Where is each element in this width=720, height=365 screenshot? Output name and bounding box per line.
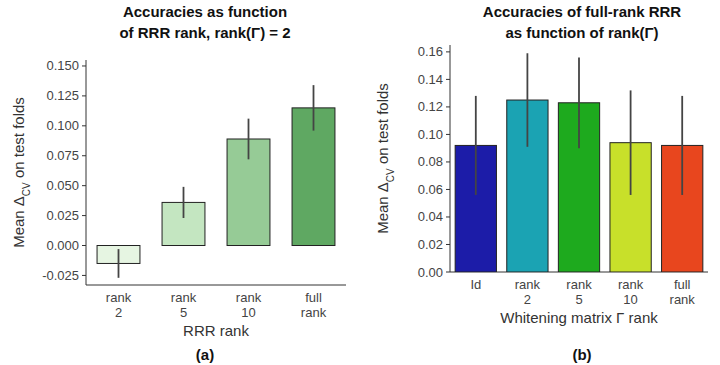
x-tick-label-line: Id [470,277,481,292]
x-tick-label: rank10 [618,277,644,307]
x-tick-label: rank2 [106,290,132,320]
y-tick [446,244,450,245]
y-axis-label-part: Mean Δ [10,196,27,248]
x-tick-label: rank2 [515,277,541,307]
panel: Accuracies of full-rank RRR as function o… [374,3,708,363]
y-tick [446,216,450,217]
y-axis-label: Mean ΔCV on test folds [374,83,396,234]
panel: Accuracies as function of RRR rank, rank(… [10,3,346,363]
x-tick-label: Id [470,277,481,292]
y-tick [82,155,86,156]
y-tick-label: 0.000 [46,238,79,253]
title: of RRR rank, rank(Γ) = 2 [119,24,290,41]
y-tick [446,106,450,107]
y-axis-label-part: CV [385,168,396,182]
x-tick-label-line: rank [106,290,132,305]
title: Accuracies of full-rank RRR [483,3,682,20]
y-axis-label-part: on test folds [10,97,27,182]
x-tick-label: rank5 [171,290,197,320]
y-tick-label: 0.075 [46,148,79,163]
y-tick [82,245,86,246]
marks [97,85,335,278]
x-tick-label-line: 2 [524,292,531,307]
y-axis-label: Mean ΔCV on test folds [10,97,32,248]
y-tick-label: 0.06 [418,182,443,197]
y-axis-label-part: CV [21,182,32,196]
error-bar [578,57,580,148]
x-tick-label-line: rank [515,277,541,292]
y-tick-label: 0.14 [418,72,443,87]
error-bar [475,96,477,195]
y-tick [446,189,450,190]
x-tick-label-line: rank [566,277,592,292]
x-tick-label-line: full [305,290,322,305]
marks [455,53,703,272]
y-tick-label: 0.00 [418,265,443,280]
x-axis-label: RRR rank [183,322,249,339]
error-bar [630,90,632,195]
y-tick-label: 0.125 [46,88,79,103]
y-tick [82,275,86,276]
y-tick-label: 0.025 [46,208,79,223]
y-tick-label: 0.16 [418,44,443,59]
y-tick-label: 0.10 [418,127,443,142]
y-axis [86,60,87,285]
error-bar [681,96,683,195]
x-tick-label: fullrank [301,290,327,320]
y-tick-label: 0.050 [46,178,79,193]
error-bar [313,85,315,130]
y-axis [450,45,451,272]
x-tick-label-line: rank [236,290,262,305]
x-tick-label: rank5 [566,277,592,307]
x-tick-label-line: 5 [575,292,582,307]
x-tick-label-line: rank [670,292,696,307]
y-tick [446,79,450,80]
x-tick-label-line: 10 [241,305,255,320]
x-tick-label: rank10 [236,290,262,320]
y-tick [82,95,86,96]
error-bar [118,249,120,278]
figure: Accuracies as function of RRR rank, rank(… [0,0,720,365]
y-tick [446,161,450,162]
y-tick [446,272,450,273]
y-tick-label: 0.100 [46,118,79,133]
y-tick-label: 0.02 [418,237,443,252]
y-tick-label: 0.150 [46,58,79,73]
y-axis-label-part: on test folds [374,83,391,168]
x-tick-label-line: rank [171,290,197,305]
error-bar [248,119,250,160]
x-tick-label-line: 2 [115,305,122,320]
error-bar [183,187,185,218]
y-tick [82,65,86,66]
title: as function of rank(Γ) [505,24,658,41]
y-tick-label: 0.04 [418,209,443,224]
y-tick-label: 0.12 [418,99,443,114]
x-tick-label-line: full [674,277,691,292]
panel-label: (a) [196,346,214,363]
x-tick-label: fullrank [670,277,696,307]
panel-label: (b) [572,346,591,363]
y-tick [446,134,450,135]
x-tick-label-line: 5 [180,305,187,320]
error-bar [527,53,529,147]
y-tick-label: -0.025 [42,268,79,283]
title: Accuracies as function [123,3,287,20]
y-tick [82,125,86,126]
y-tick-label: 0.08 [418,154,443,169]
x-tick-label-line: rank [618,277,644,292]
y-tick [82,185,86,186]
x-axis [86,285,346,286]
y-tick [446,51,450,52]
y-tick [82,215,86,216]
x-axis-label: Whitening matrix Γ rank [500,309,658,326]
x-tick-label-line: 10 [623,292,637,307]
y-axis-label-part: Mean Δ [374,182,391,234]
x-tick-label-line: rank [301,305,327,320]
